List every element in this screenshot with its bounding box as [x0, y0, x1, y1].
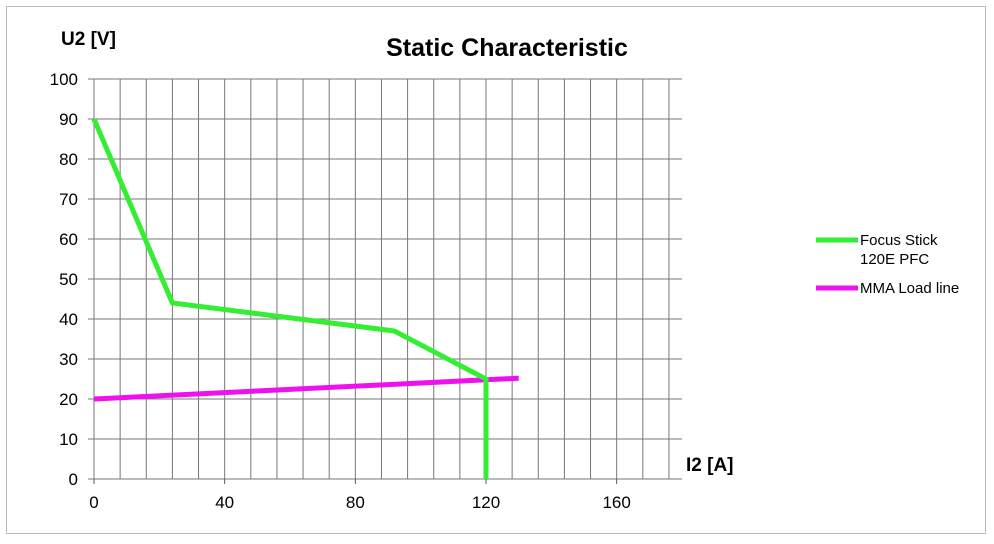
grid: [88, 78, 682, 484]
x-axis-label: I2 [A]: [686, 455, 734, 476]
y-tick-label: 80: [59, 150, 78, 169]
y-tick-label: 90: [59, 110, 78, 129]
x-tick-label: 120: [472, 493, 500, 512]
legend-label: 120E PFC: [860, 251, 929, 268]
y-tick-label: 50: [59, 270, 78, 289]
y-tick-labels: 0 10 20 30 40 50 60 70 80 90 100: [50, 70, 78, 489]
x-tick-label: 80: [346, 493, 365, 512]
x-tick-label: 160: [602, 493, 630, 512]
legend-label: Focus Stick: [860, 232, 938, 249]
legend: Focus Stick 120E PFC MMA Load line: [816, 232, 959, 297]
chart-title: Static Characteristic: [386, 34, 628, 62]
chart-frame: 0 10 20 30 40 50 60 70 80 90 100 0 40 80 120 160 Stati…: [6, 6, 986, 534]
y-axis-label: U2 [V]: [61, 29, 116, 50]
series-line: [91, 118, 489, 479]
y-tick-label: 60: [59, 230, 78, 249]
x-tick-labels: 0 40 80 120 160: [89, 493, 631, 512]
y-tick-label: 0: [69, 470, 78, 489]
series-layer: [91, 118, 519, 479]
legend-label: MMA Load line: [860, 280, 959, 297]
y-tick-label: 70: [59, 190, 78, 209]
static-characteristic-chart: 0 10 20 30 40 50 60 70 80 90 100 0 40 80 120 160 Stati…: [50, 29, 960, 512]
x-tick-label: 0: [89, 493, 98, 512]
y-tick-label: 40: [59, 310, 78, 329]
y-tick-label: 30: [59, 350, 78, 369]
y-tick-label: 10: [59, 430, 78, 449]
series-line: [93, 375, 519, 402]
y-tick-label: 100: [50, 70, 78, 89]
x-tick-label: 40: [215, 493, 234, 512]
y-tick-label: 20: [59, 390, 78, 409]
